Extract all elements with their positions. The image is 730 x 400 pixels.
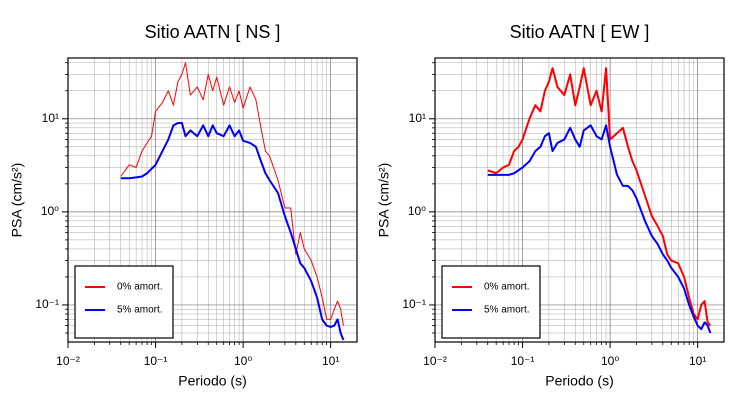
- x-tick-label: 10⁰: [234, 354, 252, 368]
- y-tick-label: 10⁰: [41, 204, 59, 218]
- y-tick-label: 10¹: [42, 111, 59, 125]
- y-tick-label: 10⁻¹: [402, 297, 426, 311]
- chart-title: Sitio AATN [ EW ]: [510, 22, 650, 42]
- chart-panel: Sitio AATN [ EW ] 10⁻² 10⁻¹ 10⁰ 10¹ 10⁻¹ 10⁰ 10…: [376, 22, 725, 389]
- x-tick-label: 10⁻¹: [511, 354, 535, 368]
- x-tick-label: 10¹: [322, 354, 339, 368]
- chart-panel: Sitio AATN [ NS ] 10⁻² 10⁻¹ 10⁰ 10¹ 10⁻¹ 10⁰ 10…: [9, 22, 358, 389]
- series-line: [120, 62, 344, 326]
- x-axis-label: Periodo (s): [545, 373, 613, 389]
- y-tick-label: 10⁰: [408, 204, 426, 218]
- y-tick-label: 10¹: [409, 111, 426, 125]
- x-axis-label: Periodo (s): [178, 373, 246, 389]
- x-tick-label: 10⁻²: [56, 354, 80, 368]
- plot-frame: [434, 57, 725, 343]
- legend-label: 0% amort.: [484, 282, 530, 293]
- legend-label: 5% amort.: [484, 305, 530, 316]
- y-axis-label: PSA (cm/s²): [376, 163, 392, 238]
- y-axis-label: PSA (cm/s²): [9, 163, 25, 238]
- legend-box: [74, 265, 174, 339]
- y-tick-label: 10⁻¹: [35, 297, 59, 311]
- legend-box: [441, 265, 541, 339]
- series-line: [487, 124, 712, 334]
- x-tick-label: 10⁻²: [423, 354, 447, 368]
- plot-frame: [67, 57, 358, 343]
- x-tick-label: 10¹: [689, 354, 706, 368]
- legend-label: 5% amort.: [117, 305, 163, 316]
- x-tick-label: 10⁻¹: [144, 354, 168, 368]
- legend-label: 0% amort.: [117, 282, 163, 293]
- chart-title: Sitio AATN [ NS ]: [145, 22, 281, 42]
- series-line: [120, 122, 345, 341]
- series-line: [487, 67, 712, 327]
- x-tick-label: 10⁰: [601, 354, 619, 368]
